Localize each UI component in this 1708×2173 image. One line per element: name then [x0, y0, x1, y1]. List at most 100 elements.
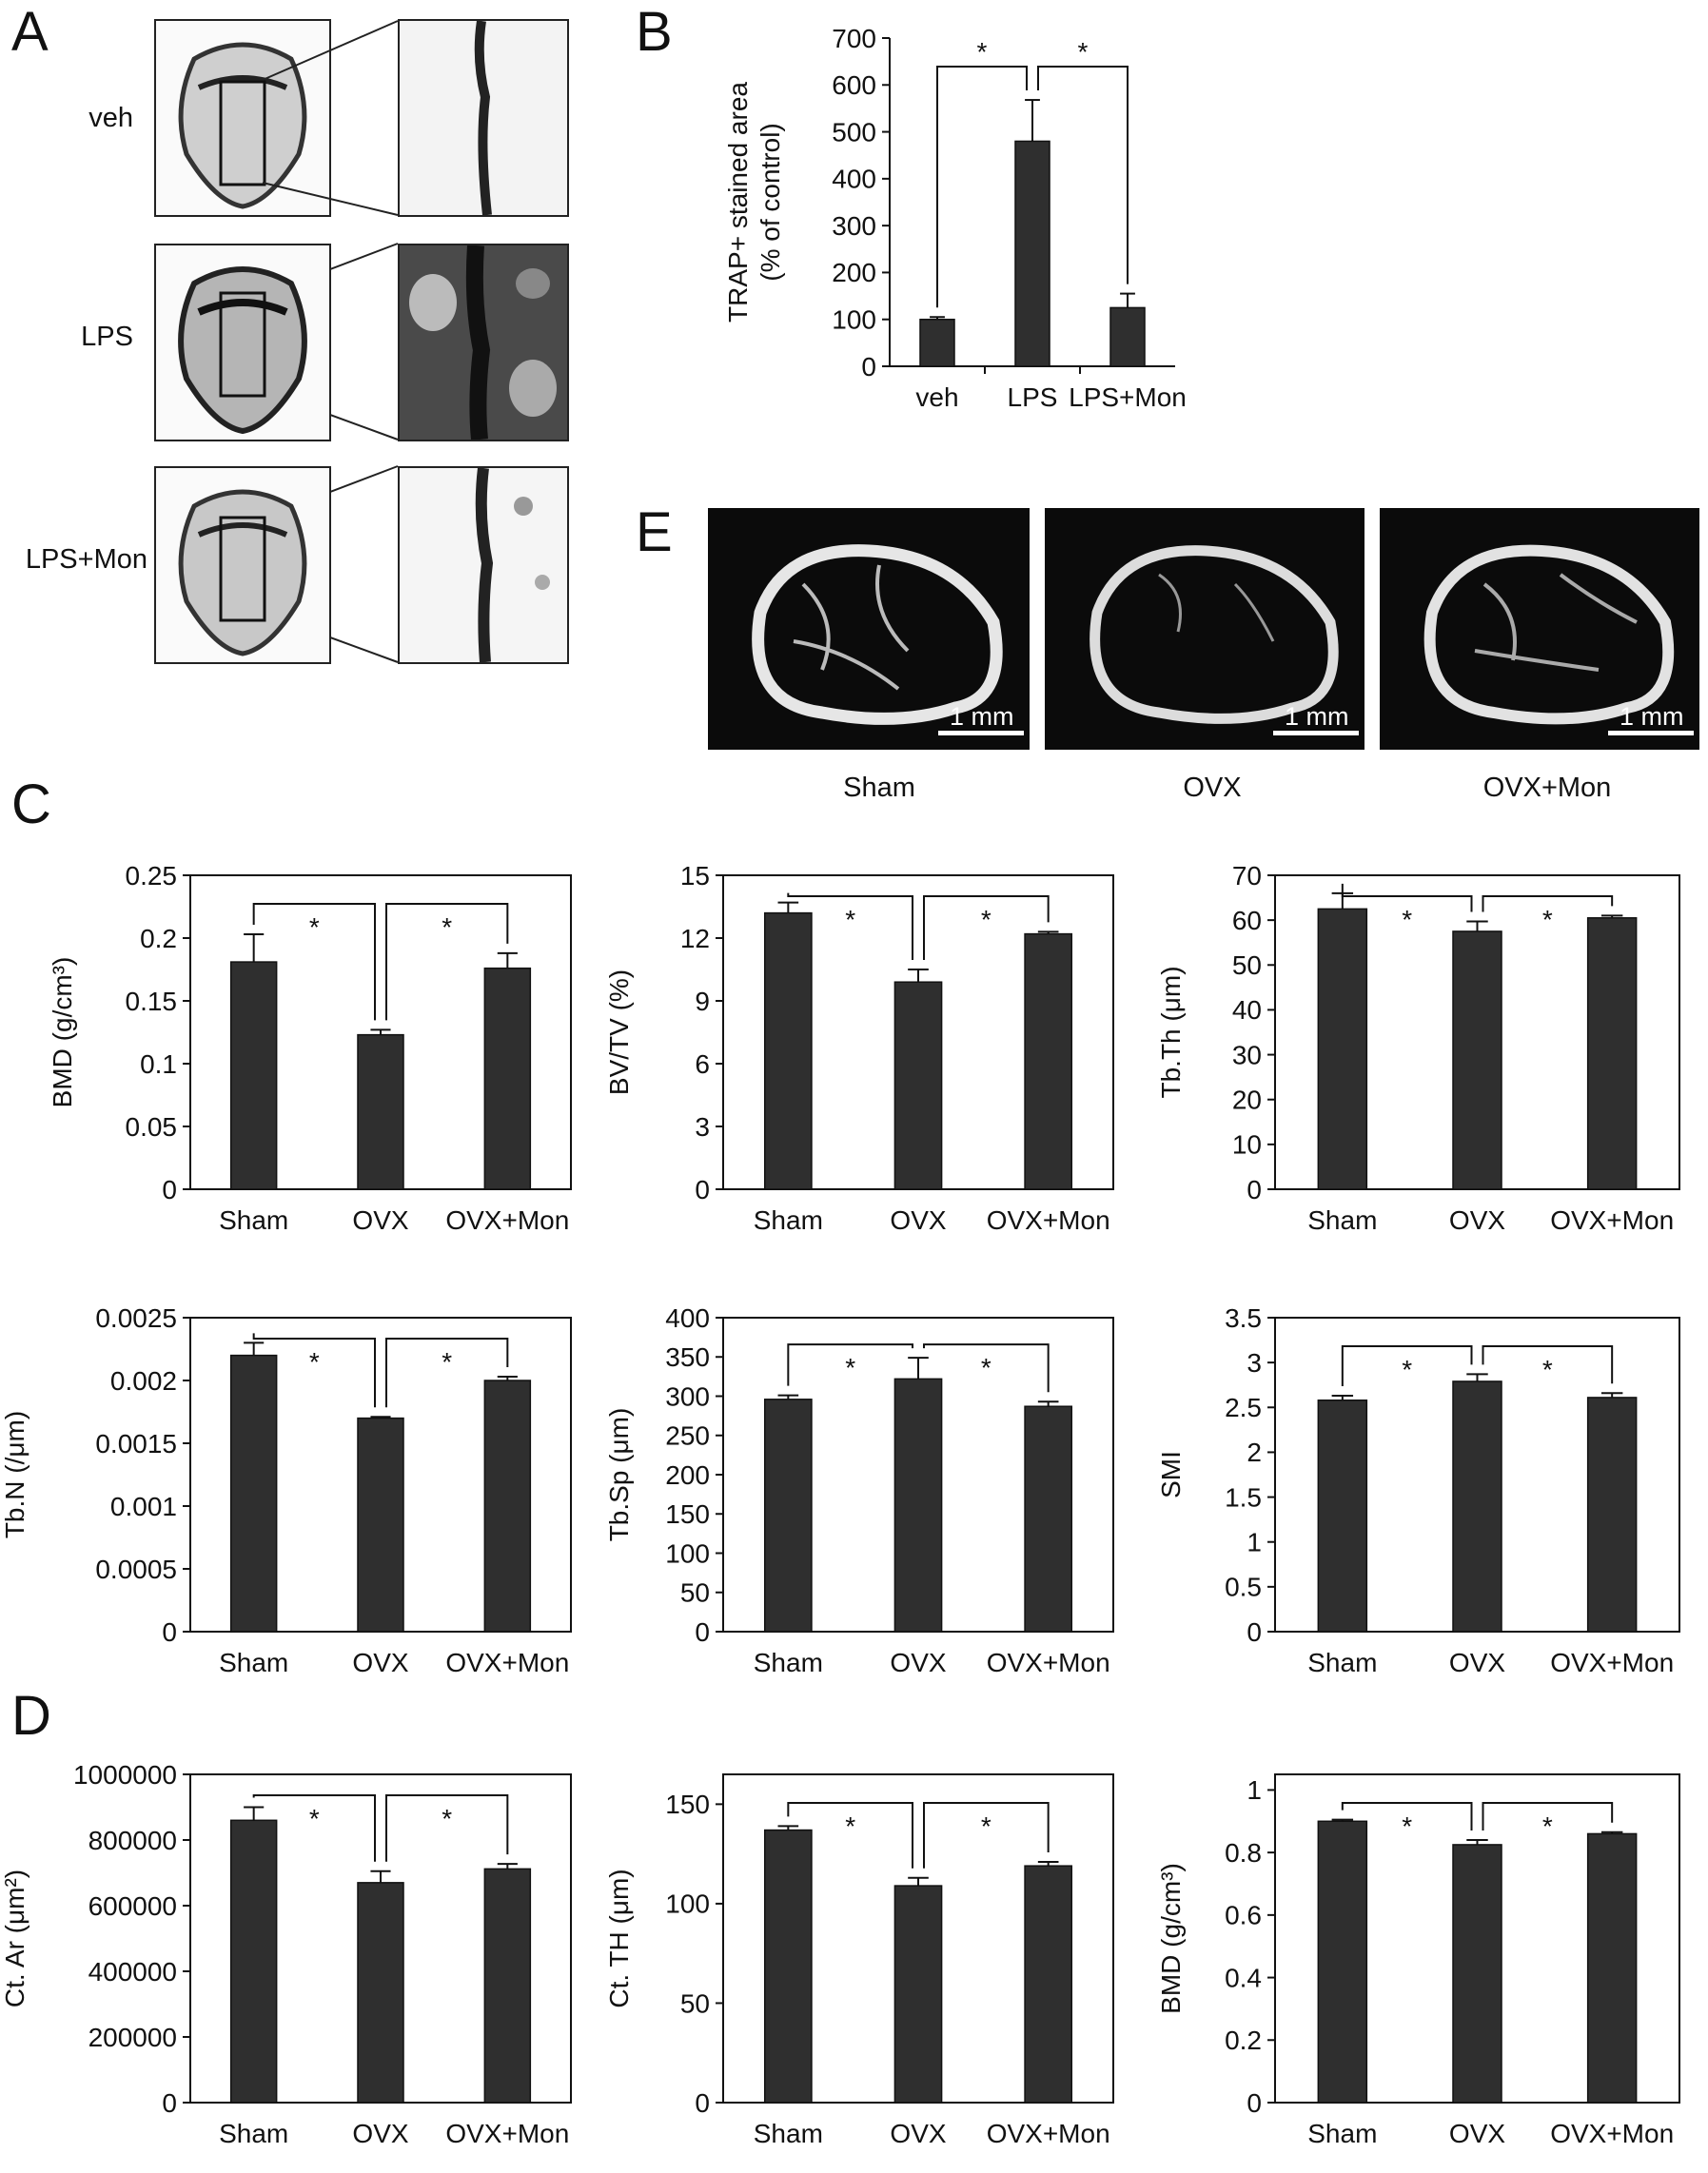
bar: [1586, 917, 1638, 1190]
significance-star: *: [1542, 905, 1553, 934]
chart-b-trap-area: 0 100 200 300 400 500 600 700 veh LPS LPS+Mon * * TRA…: [723, 24, 1187, 412]
x-tick-label: OVX+Mon: [1550, 2119, 1674, 2148]
y-tick-label: 1.5: [1225, 1482, 1262, 1512]
significance-star: *: [845, 905, 855, 934]
y-tick-label: 15: [680, 861, 710, 891]
zoom-inset-lps: [398, 244, 569, 441]
y-axis-label: Tb.N (/μm): [0, 1411, 29, 1538]
significance-star: *: [981, 905, 991, 934]
y-tick-label: 0: [162, 1617, 177, 1647]
bar: [763, 1829, 813, 2104]
scale-label-ovx-mon: 1 mm: [1620, 702, 1684, 731]
significance-star: *: [1402, 1355, 1412, 1384]
bar: [229, 1354, 278, 1633]
significance-bracket: [1341, 883, 1473, 912]
row-label-veh: veh: [88, 103, 133, 133]
x-tick-label: OVX: [352, 1205, 408, 1235]
significance-bracket: [385, 1794, 509, 1862]
y-tick-label: 50: [680, 1988, 710, 2018]
x-tick-label: Sham: [754, 1205, 823, 1235]
y-tick-label: 0.5: [1225, 1573, 1262, 1602]
x-tick-label: OVX: [890, 2119, 946, 2148]
y-tick-label: 30: [1232, 1040, 1262, 1069]
y-tick-label: 300: [665, 1381, 710, 1411]
chart-d-ct-th: 0 50 100 150 Sham OVX OVX+Mon * * Ct. TH (μm): [604, 1773, 1114, 2148]
microct-image-ovx-mon: [1380, 508, 1699, 750]
bar: [1586, 1832, 1638, 2104]
y-tick-label: 400: [832, 165, 876, 194]
significance-bracket: [1341, 1802, 1473, 1830]
bone-section-sham: [752, 544, 1003, 725]
chart-c-tb-sp: 0 50 100 150 200 250 300 350 400 Sham OVX OVX+Mon * *…: [604, 1303, 1114, 1677]
x-tick-label: Sham: [1307, 2119, 1377, 2148]
microct-label-ovx: OVX: [1183, 773, 1242, 803]
y-tick-label: 0: [162, 1175, 177, 1204]
y-tick-label: 0.002: [110, 1366, 177, 1396]
bar: [893, 981, 943, 1190]
microct-image-ovx: [1045, 508, 1364, 750]
y-tick-label: 2: [1247, 1438, 1262, 1467]
skull-drawing-veh: [178, 42, 307, 209]
x-tick-label: OVX: [352, 1648, 408, 1677]
y-tick-label: 9: [695, 987, 710, 1016]
x-tick-label: LPS: [1008, 382, 1058, 412]
y-tick-label: 0: [1247, 1617, 1262, 1647]
y-tick-label: 6: [695, 1049, 710, 1079]
scale-bar-sham: [938, 731, 1024, 735]
y-axis-label: TRAP+ stained area: [723, 82, 753, 323]
bar: [483, 967, 532, 1190]
significance-bracket: [1482, 1802, 1614, 1830]
x-tick-label: OVX+Mon: [445, 1205, 569, 1235]
x-tick-label: LPS+Mon: [1069, 382, 1187, 412]
bar: [1586, 1397, 1638, 1633]
significance-star: *: [309, 912, 320, 942]
significance-star: *: [442, 912, 452, 942]
significance-bracket: [923, 1343, 1050, 1393]
y-tick-label: 40: [1232, 995, 1262, 1025]
y-tick-label: 3.5: [1225, 1303, 1262, 1333]
y-tick-label: 1: [1247, 1775, 1262, 1805]
y-axis-label: Tb.Th (μm): [1156, 966, 1186, 1098]
significance-star: *: [1542, 1811, 1553, 1841]
y-tick-label: 0.0005: [95, 1555, 177, 1584]
x-tick-label: Sham: [1307, 1648, 1377, 1677]
significance-star: *: [442, 1804, 452, 1833]
y-tick-label: 150: [665, 1790, 710, 1819]
bone-section-ovx: [1090, 545, 1339, 724]
chart-c-tb-n: 0 0.0005 0.001 0.0015 0.002 0.0025 Sham OVX OVX+…: [0, 1303, 572, 1677]
x-tick-label: OVX+Mon: [987, 1205, 1110, 1235]
y-tick-label: 0.001: [110, 1492, 177, 1521]
skull-image-lps-mon: [154, 466, 331, 664]
y-tick-label: 0.15: [126, 987, 178, 1016]
y-tick-label: 50: [680, 1578, 710, 1608]
bar: [1317, 908, 1368, 1190]
significance-star: *: [309, 1804, 320, 1833]
significance-bracket: [936, 66, 1028, 308]
bar: [1452, 1380, 1502, 1633]
significance-star: *: [1402, 1811, 1412, 1841]
y-tick-label: 0: [861, 352, 876, 382]
x-tick-label: OVX: [1449, 1205, 1505, 1235]
y-tick-label: 600000: [88, 1891, 177, 1921]
bar: [1014, 140, 1050, 367]
y-tick-label: 800000: [88, 1826, 177, 1855]
x-tick-label: OVX+Mon: [987, 1648, 1110, 1677]
x-tick-label: OVX: [1449, 1648, 1505, 1677]
y-tick-label: 20: [1232, 1086, 1262, 1115]
y-tick-label: 60: [1232, 906, 1262, 935]
chart-d-ct-ar: 0 200000 400000 600000 800000 1000000 Sham OVX O…: [0, 1760, 572, 2148]
significance-bracket: [1482, 895, 1614, 912]
y-tick-label: 3: [695, 1112, 710, 1142]
y-axis-label: SMI: [1156, 1451, 1186, 1498]
significance-bracket: [252, 1794, 376, 1862]
x-tick-label: OVX+Mon: [1550, 1648, 1674, 1677]
x-tick-label: OVX: [352, 2119, 408, 2148]
y-tick-label: 250: [665, 1421, 710, 1451]
bar: [1317, 1820, 1368, 2104]
bar: [1317, 1399, 1368, 1633]
y-tick-label: 0.6: [1225, 1901, 1262, 1930]
significance-bracket: [1341, 1345, 1473, 1387]
x-tick-label: Sham: [754, 1648, 823, 1677]
significance-star: *: [1542, 1355, 1553, 1384]
y-tick-label: 0: [695, 2088, 710, 2118]
